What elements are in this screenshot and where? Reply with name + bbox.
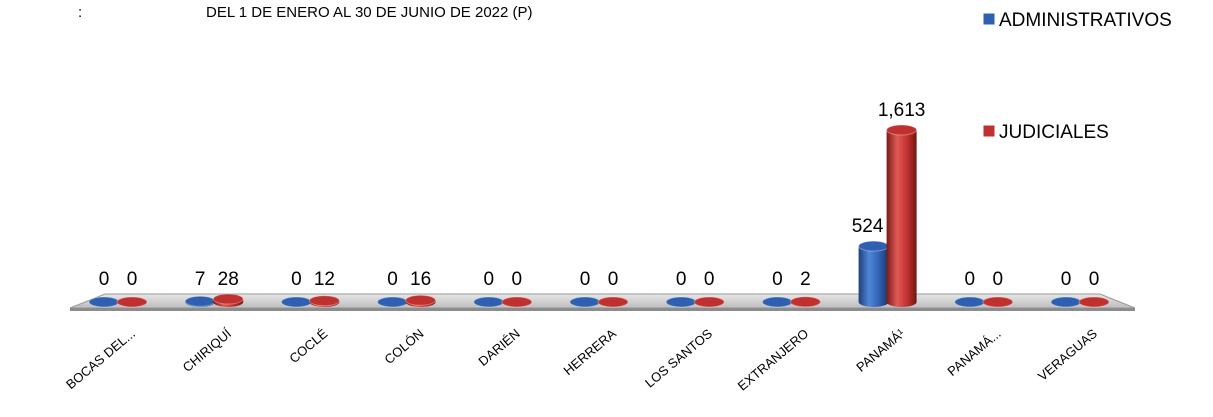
bar-cap xyxy=(693,296,725,308)
bar-cap xyxy=(184,295,216,307)
category-label-5: HERRERA xyxy=(561,326,620,379)
bar-judiciales-8 xyxy=(886,124,918,307)
value-label-administrativos-2: 0 xyxy=(291,269,302,290)
bar-administrativos-3 xyxy=(377,296,409,308)
bar-cap xyxy=(501,296,533,308)
bar-cap xyxy=(308,295,340,307)
value-label-administrativos-8: 524 xyxy=(852,216,884,237)
bar-cap xyxy=(88,296,120,308)
bar-administrativos-0 xyxy=(88,296,120,308)
bar-administrativos-9 xyxy=(954,296,986,308)
bar-administrativos-10 xyxy=(1050,296,1082,308)
bar-cap xyxy=(858,240,890,252)
value-label-judiciales-10: 0 xyxy=(1089,269,1100,290)
category-label-6: LOS SANTOS xyxy=(642,326,715,391)
bar-judiciales-1 xyxy=(212,293,244,307)
chart-floor-edge xyxy=(70,308,1135,311)
category-label-4: DARIÉN xyxy=(475,326,522,369)
bar-base xyxy=(858,297,889,307)
category-label-3: COLÓN xyxy=(381,326,426,367)
value-label-administrativos-5: 0 xyxy=(580,269,591,290)
bar-administrativos-6 xyxy=(665,296,697,308)
bar-cap xyxy=(569,296,601,308)
bar-cap xyxy=(665,296,697,308)
value-label-judiciales-0: 0 xyxy=(127,269,138,290)
category-label-2: COCLÉ xyxy=(286,326,330,366)
value-label-administrativos-9: 0 xyxy=(965,269,976,290)
category-label-1: CHIRIQUÍ xyxy=(180,326,235,375)
bar-cap xyxy=(982,296,1014,308)
bar-cap xyxy=(377,296,409,308)
value-label-judiciales-3: 16 xyxy=(410,269,431,290)
category-label-10: VERAGUAS xyxy=(1035,326,1100,384)
value-label-administrativos-4: 0 xyxy=(484,269,495,290)
legend-label-judiciales: JUDICIALES xyxy=(999,122,1109,143)
bar-administrativos-7 xyxy=(761,296,793,308)
bar-cap xyxy=(886,124,918,136)
value-label-judiciales-9: 0 xyxy=(993,269,1004,290)
legend-label-administrativos: ADMINISTRATIVOS xyxy=(999,10,1172,31)
bar-cap xyxy=(280,296,312,308)
bar-judiciales-6 xyxy=(693,296,725,308)
value-label-judiciales-8: 1,613 xyxy=(878,100,926,121)
bar-judiciales-7 xyxy=(789,296,821,308)
value-label-judiciales-1: 28 xyxy=(218,269,239,290)
bar-administrativos-2 xyxy=(280,296,312,308)
category-label-0: BOCAS DEL... xyxy=(63,326,138,392)
bar-cap xyxy=(116,296,148,308)
value-label-administrativos-1: 7 xyxy=(195,269,206,290)
value-label-judiciales-4: 0 xyxy=(512,269,523,290)
bar-judiciales-3 xyxy=(405,294,437,307)
bar-cap xyxy=(212,293,244,305)
bar-cap xyxy=(1078,296,1110,308)
value-label-judiciales-2: 12 xyxy=(314,269,335,290)
bar-cap xyxy=(405,294,437,306)
value-label-judiciales-6: 0 xyxy=(704,269,715,290)
category-label-9: PANAMÁ... xyxy=(944,326,1003,379)
category-label-7: EXTRANJERO xyxy=(735,326,812,394)
bar-base xyxy=(886,297,917,307)
bar-judiciales-0 xyxy=(116,296,148,308)
value-label-judiciales-5: 0 xyxy=(608,269,619,290)
bar-administrativos-1 xyxy=(184,295,216,307)
bar-judiciales-5 xyxy=(597,296,629,308)
chart-subtitle: DEL 1 DE ENERO AL 30 DE JUNIO DE 2022 (P… xyxy=(206,4,533,21)
bar-cap xyxy=(1050,296,1082,308)
category-labels-group: BOCAS DEL... CHIRIQUÍ COCLÉ COLÓN DARIÉN HERR… xyxy=(63,325,1100,393)
bar-administrativos-8 xyxy=(858,240,890,307)
bar-body xyxy=(858,246,889,302)
value-label-administrativos-3: 0 xyxy=(387,269,398,290)
bar-administrativos-5 xyxy=(569,296,601,308)
bar-cap xyxy=(597,296,629,308)
bar-cap xyxy=(789,296,821,308)
bar-cap xyxy=(954,296,986,308)
bar-judiciales-2 xyxy=(308,295,340,307)
value-label-administrativos-0: 0 xyxy=(99,269,110,290)
bar-cap xyxy=(473,296,505,308)
value-label-administrativos-6: 0 xyxy=(676,269,687,290)
bar-judiciales-4 xyxy=(501,296,533,308)
category-label-8: PANAMÁ¹ xyxy=(853,325,908,374)
legend: ADMINISTRATIVOS JUDICIALES xyxy=(982,10,1172,143)
bars-group xyxy=(88,124,1110,308)
legend-swatch-administrativos xyxy=(982,12,996,26)
bar-administrativos-4 xyxy=(473,296,505,308)
value-label-administrativos-10: 0 xyxy=(1061,269,1072,290)
bar-cap xyxy=(761,296,793,308)
bar-judiciales-9 xyxy=(982,296,1014,308)
value-label-administrativos-7: 0 xyxy=(772,269,783,290)
legend-swatch-judiciales xyxy=(982,124,996,138)
bar-body xyxy=(886,130,917,302)
value-label-judiciales-7: 2 xyxy=(800,269,811,290)
bar-judiciales-10 xyxy=(1078,296,1110,308)
header-colon: : xyxy=(78,4,82,21)
